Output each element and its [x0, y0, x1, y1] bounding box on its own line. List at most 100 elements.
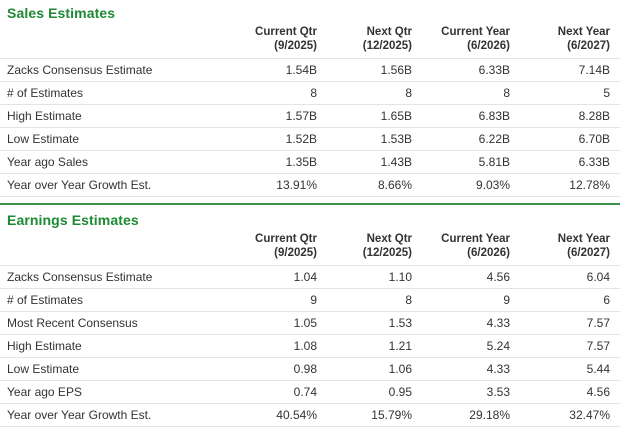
column-header: Next Year (6/2027) — [520, 230, 620, 267]
estimate-value: 0.98 — [227, 357, 327, 382]
estimate-value: 1.10 — [327, 265, 422, 290]
column-header-period-name: Next Qtr — [366, 233, 412, 246]
table-row: # of Estimates 8 8 8 5 — [0, 81, 620, 106]
estimate-value: 7.57 — [520, 334, 620, 359]
column-header-period-date: (9/2025) — [274, 39, 317, 52]
estimate-value: 4.56 — [520, 380, 620, 405]
column-header-period-name: Current Year — [441, 233, 510, 246]
row-label: Most Recent Consensus — [0, 311, 227, 336]
estimate-value: 6.83B — [422, 104, 520, 129]
column-header: Next Qtr (12/2025) — [327, 23, 422, 60]
estimate-value: 12.78% — [520, 173, 620, 198]
estimate-value: 1.65B — [327, 104, 422, 129]
table-row: Low Estimate 1.52B 1.53B 6.22B 6.70B — [0, 127, 620, 152]
column-header: Next Year (6/2027) — [520, 23, 620, 60]
row-label: High Estimate — [0, 334, 227, 359]
row-label: Year ago EPS — [0, 380, 227, 405]
column-header-period-date: (12/2025) — [362, 246, 412, 259]
column-header-period-date: (12/2025) — [362, 39, 412, 52]
estimate-value: 1.35B — [227, 150, 327, 175]
estimate-value: 5.24 — [422, 334, 520, 359]
row-label: High Estimate — [0, 104, 227, 129]
column-header-period-name: Current Qtr — [255, 233, 317, 246]
earnings-estimates-section: Earnings Estimates Current Qtr (9/2025) Ne… — [0, 207, 620, 427]
column-header-period-date: (6/2026) — [467, 39, 510, 52]
column-header-period-name: Next Year — [557, 233, 610, 246]
sales-estimates-title: Sales Estimates — [7, 5, 116, 21]
table-row: Zacks Consensus Estimate 1.54B 1.56B 6.33B 7… — [0, 58, 620, 83]
estimate-value: 7.14B — [520, 58, 620, 83]
column-header-period-date: (6/2027) — [567, 246, 610, 259]
estimate-value: 1.57B — [227, 104, 327, 129]
estimate-value: 8.28B — [520, 104, 620, 129]
estimate-value: 1.56B — [327, 58, 422, 83]
estimate-value: 5.81B — [422, 150, 520, 175]
table-row: Low Estimate 0.98 1.06 4.33 5.44 — [0, 357, 620, 382]
column-header-row: Current Qtr (9/2025) Next Qtr (12/2025) Curr… — [0, 230, 620, 267]
row-label: Zacks Consensus Estimate — [0, 58, 227, 83]
table-row: Year over Year Growth Est. 13.91% 8.66% 9.0… — [0, 173, 620, 198]
estimate-value: 3.53 — [422, 380, 520, 405]
column-header-period-name: Current Year — [441, 26, 510, 38]
estimate-value: 6.04 — [520, 265, 620, 290]
earnings-estimates-table: Current Qtr (9/2025) Next Qtr (12/2025) Curr… — [0, 230, 620, 427]
estimate-value: 8 — [327, 81, 422, 106]
sales-estimates-table: Current Qtr (9/2025) Next Qtr (12/2025) Curr… — [0, 23, 620, 198]
estimate-value: 0.74 — [227, 380, 327, 405]
estimate-value: 9.03% — [422, 173, 520, 198]
estimate-value: 8 — [227, 81, 327, 106]
estimate-value: 1.06 — [327, 357, 422, 382]
table-row: High Estimate 1.57B 1.65B 6.83B 8.28B — [0, 104, 620, 129]
table-row: Most Recent Consensus 1.05 1.53 4.33 7.57 — [0, 311, 620, 336]
row-label: Year ago Sales — [0, 150, 227, 175]
estimate-value: 13.91% — [227, 173, 327, 198]
estimate-value: 1.04 — [227, 265, 327, 290]
estimate-value: 9 — [422, 288, 520, 313]
column-header-period-name: Next Qtr — [366, 26, 412, 38]
estimate-value: 1.52B — [227, 127, 327, 152]
column-header-period-date: (6/2026) — [467, 246, 510, 259]
estimate-value: 29.18% — [422, 403, 520, 427]
column-header-period-name: Current Qtr — [255, 26, 317, 38]
column-header: Current Qtr (9/2025) — [227, 230, 327, 267]
estimate-value: 6.33B — [422, 58, 520, 83]
estimate-value: 7.57 — [520, 311, 620, 336]
estimate-value: 8 — [327, 288, 422, 313]
row-label: Zacks Consensus Estimate — [0, 265, 227, 290]
estimate-value: 32.47% — [520, 403, 620, 427]
estimate-value: 6.70B — [520, 127, 620, 152]
column-header-row: Current Qtr (9/2025) Next Qtr (12/2025) Curr… — [0, 23, 620, 60]
row-label-column-header — [0, 230, 227, 267]
row-label: Year over Year Growth Est. — [0, 403, 227, 427]
estimate-value: 4.33 — [422, 311, 520, 336]
estimate-value: 1.54B — [227, 58, 327, 83]
estimate-value: 4.56 — [422, 265, 520, 290]
estimate-value: 5.44 — [520, 357, 620, 382]
row-label-column-header — [0, 23, 227, 60]
estimate-value: 1.53B — [327, 127, 422, 152]
estimate-value: 1.08 — [227, 334, 327, 359]
table-row: # of Estimates 9 8 9 6 — [0, 288, 620, 313]
estimate-value: 1.05 — [227, 311, 327, 336]
row-label: # of Estimates — [0, 288, 227, 313]
column-header-period-date: (9/2025) — [274, 246, 317, 259]
estimate-value: 6.33B — [520, 150, 620, 175]
estimate-value: 6 — [520, 288, 620, 313]
estimate-value: 1.53 — [327, 311, 422, 336]
estimate-value: 1.43B — [327, 150, 422, 175]
estimate-value: 9 — [227, 288, 327, 313]
row-label: Year over Year Growth Est. — [0, 173, 227, 198]
column-header: Current Qtr (9/2025) — [227, 23, 327, 60]
column-header: Next Qtr (12/2025) — [327, 230, 422, 267]
estimate-value: 5 — [520, 81, 620, 106]
column-header: Current Year (6/2026) — [422, 230, 520, 267]
estimate-value: 8 — [422, 81, 520, 106]
estimate-value: 15.79% — [327, 403, 422, 427]
estimate-value: 1.21 — [327, 334, 422, 359]
table-row: Zacks Consensus Estimate 1.04 1.10 4.56 6.04 — [0, 265, 620, 290]
sales-estimates-section: Sales Estimates Current Qtr (9/2025) Next … — [0, 0, 620, 198]
table-row: Year over Year Growth Est. 40.54% 15.79% 29… — [0, 403, 620, 427]
earnings-estimates-title: Earnings Estimates — [7, 212, 139, 229]
estimate-value: 4.33 — [422, 357, 520, 382]
